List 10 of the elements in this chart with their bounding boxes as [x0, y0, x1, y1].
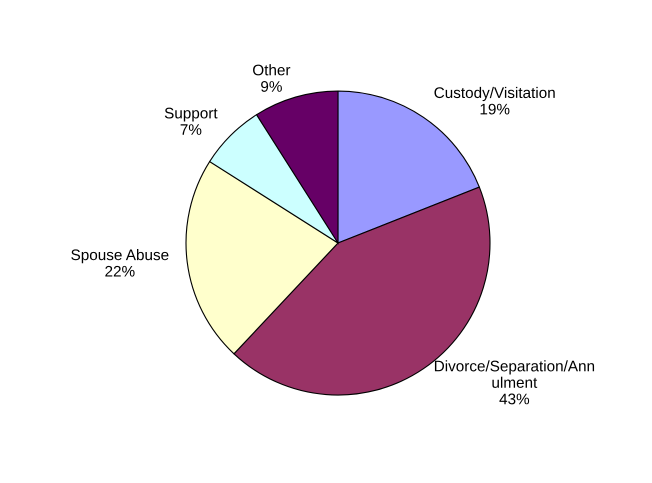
data-label: 7% — [180, 124, 202, 135]
slice-label: Divorce/Separation/Ann ulment — [434, 360, 594, 388]
slice-label: Support — [164, 108, 218, 122]
data-label: 19% — [480, 104, 510, 115]
data-label: 9% — [261, 81, 282, 92]
slice-label: Other — [253, 64, 290, 76]
slice-label: Custody/Visitation — [434, 86, 555, 102]
data-label: 22% — [105, 266, 135, 277]
slice-label: Spouse Abuse — [71, 248, 168, 264]
data-label: 43% — [499, 394, 530, 404]
